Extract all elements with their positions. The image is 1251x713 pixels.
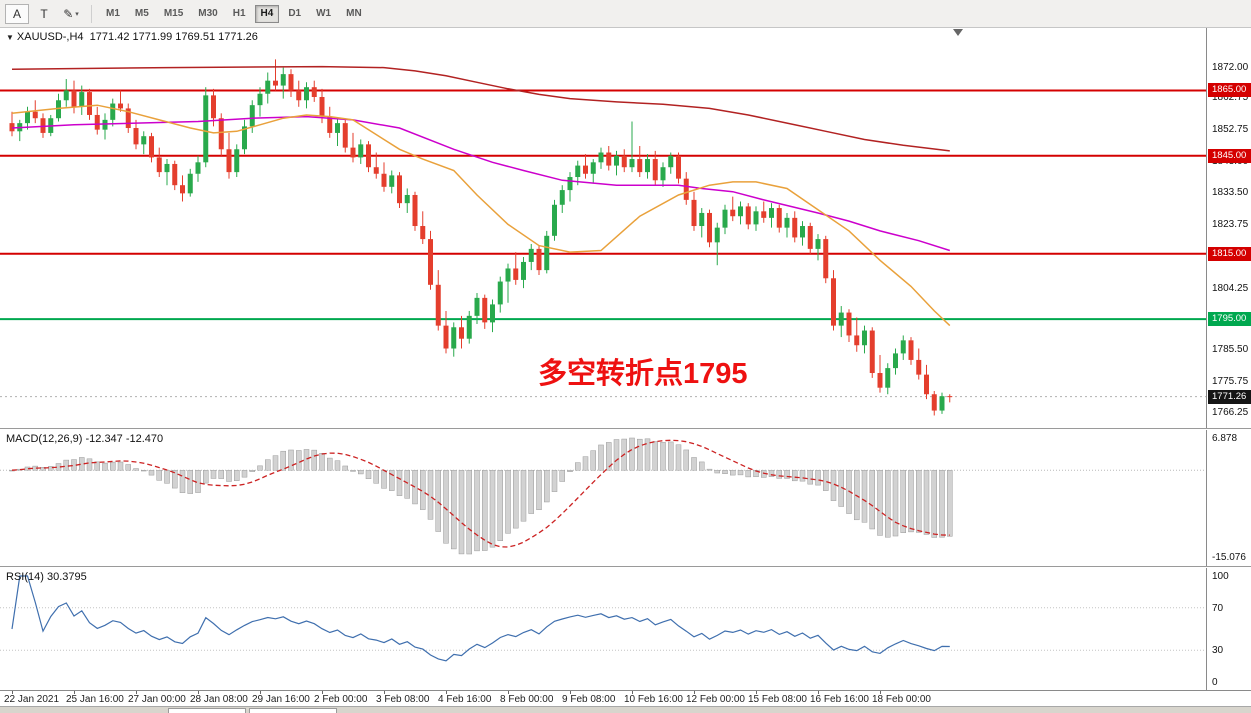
current-price-badge: 1771.26 bbox=[1208, 389, 1251, 404]
rsi-axis[interactable]: 100 70 30 0 bbox=[1206, 568, 1251, 690]
price-axis-tick: 1775.75 bbox=[1212, 375, 1249, 387]
time-axis-label: 22 Jan 2021 bbox=[4, 694, 60, 705]
chart-tab[interactable] bbox=[168, 708, 246, 713]
rsi-level-label: 30 bbox=[1212, 645, 1224, 657]
macd-scale-min: -15.076 bbox=[1212, 552, 1246, 563]
time-axis-tick bbox=[260, 691, 261, 694]
time-axis-tick bbox=[446, 691, 447, 694]
time-axis-label: 18 Feb 00:00 bbox=[872, 694, 931, 705]
timeframe-button-d1[interactable]: D1 bbox=[288, 8, 302, 19]
time-axis-tick bbox=[880, 691, 881, 694]
macd-axis[interactable]: 6.878 -15.076 bbox=[1206, 430, 1251, 566]
time-axis-label: 28 Jan 08:00 bbox=[190, 694, 248, 705]
cursor-icon: A bbox=[12, 6, 21, 21]
draw-tool-button[interactable]: ✎ ▾ bbox=[59, 4, 83, 24]
chart-title-symbol: XAUUSD-,H4 bbox=[16, 31, 84, 43]
timeframe-button-m15[interactable]: M15 bbox=[163, 8, 184, 19]
time-axis-label: 29 Jan 16:00 bbox=[252, 694, 310, 705]
timeframe-button-m5[interactable]: M5 bbox=[134, 8, 149, 19]
timeframe-button-mn[interactable]: MN bbox=[346, 8, 362, 19]
rsi-canvas[interactable] bbox=[0, 568, 1206, 690]
price-level-badge: 1865.00 bbox=[1208, 83, 1251, 98]
price-axis-tick: 1823.75 bbox=[1212, 219, 1249, 231]
time-axis-tick bbox=[508, 691, 509, 694]
time-axis-label: 25 Jan 16:00 bbox=[66, 694, 124, 705]
rsi-indicator-name: RSI(14) bbox=[6, 571, 44, 583]
timeframe-button-h4[interactable]: H4 bbox=[254, 4, 280, 23]
time-axis-tick bbox=[12, 691, 13, 694]
time-axis-tick bbox=[136, 691, 137, 694]
price-pane: 1872.001862.751852.751843.001833.501823.… bbox=[0, 28, 1251, 428]
timeframe-buttons-group: M1 M5 M15 M30 H1 H4 D1 W1 MN bbox=[100, 4, 368, 23]
symbol-dropdown-icon[interactable]: ▼ bbox=[6, 33, 14, 42]
timeframe-button-w1[interactable]: W1 bbox=[316, 8, 332, 19]
text-tool-button[interactable]: T bbox=[32, 4, 56, 24]
price-axis-tick: 1872.00 bbox=[1212, 61, 1249, 73]
chart-title-ohlc: 1771.42 1771.99 1769.51 1771.26 bbox=[89, 31, 258, 43]
text-icon: T bbox=[40, 6, 48, 21]
time-axis-tick bbox=[756, 691, 757, 694]
time-axis-tick bbox=[384, 691, 385, 694]
draw-icon: ✎ bbox=[63, 6, 74, 21]
time-axis-tick bbox=[74, 691, 75, 694]
macd-indicator-name: MACD(12,26,9) bbox=[6, 433, 83, 445]
price-axis-tick: 1766.25 bbox=[1212, 407, 1249, 419]
cursor-tool-button[interactable]: A bbox=[5, 3, 29, 24]
price-level-badge: 1795.00 bbox=[1208, 312, 1251, 327]
rsi-pane: 100 70 30 0 RSI(14) 30.3795 bbox=[0, 568, 1251, 690]
time-axis-tick bbox=[818, 691, 819, 694]
price-axis-tick: 1804.25 bbox=[1212, 282, 1249, 294]
time-axis-label: 15 Feb 08:00 bbox=[748, 694, 807, 705]
macd-values: -12.347 -12.470 bbox=[85, 433, 164, 445]
time-axis-label: 16 Feb 16:00 bbox=[810, 694, 869, 705]
time-axis-tick bbox=[632, 691, 633, 694]
price-level-badge: 1845.00 bbox=[1208, 148, 1251, 163]
timeframe-button-m30[interactable]: M30 bbox=[198, 8, 218, 19]
time-axis[interactable]: 22 Jan 2021 25 Jan 16:00 27 Jan 00:00 28 Ja… bbox=[0, 690, 1251, 706]
time-axis-label: 12 Feb 00:00 bbox=[686, 694, 745, 705]
price-axis-tick: 1833.50 bbox=[1212, 187, 1249, 199]
chart-tabs-strip bbox=[0, 706, 1251, 713]
chart-shift-marker-icon bbox=[953, 29, 963, 36]
price-axis-tick: 1785.50 bbox=[1212, 344, 1249, 356]
time-axis-label: 8 Feb 00:00 bbox=[500, 694, 554, 705]
dropdown-caret-icon: ▾ bbox=[75, 10, 79, 18]
price-axis-tick: 1852.75 bbox=[1212, 124, 1249, 136]
time-axis-tick bbox=[694, 691, 695, 694]
time-axis-tick bbox=[322, 691, 323, 694]
price-axis[interactable]: 1872.001862.751852.751843.001833.501823.… bbox=[1206, 28, 1251, 428]
time-axis-label: 9 Feb 08:00 bbox=[562, 694, 616, 705]
time-axis-tick bbox=[570, 691, 571, 694]
rsi-level-label: 100 bbox=[1212, 571, 1229, 582]
macd-scale-max: 6.878 bbox=[1212, 433, 1238, 444]
toolbar-separator bbox=[91, 4, 92, 23]
time-axis-label: 3 Feb 08:00 bbox=[376, 694, 430, 705]
pane-separator[interactable] bbox=[0, 566, 1251, 568]
time-axis-label: 27 Jan 00:00 bbox=[128, 694, 186, 705]
price-chart-canvas[interactable] bbox=[0, 28, 1206, 428]
price-level-badge: 1815.00 bbox=[1208, 246, 1251, 261]
timeframe-button-h1[interactable]: H1 bbox=[232, 8, 246, 19]
chart-annotation[interactable]: 多空转折点1795 bbox=[538, 358, 748, 390]
time-axis-label: 2 Feb 00:00 bbox=[314, 694, 368, 705]
toolbar-tools-group: A T ✎ ▾ bbox=[5, 3, 83, 24]
chart-tab[interactable] bbox=[249, 708, 337, 713]
toolbar: A T ✎ ▾ M1 M5 M15 M30 H1 H4 D1 W1 MN bbox=[0, 0, 1251, 28]
time-axis-label: 10 Feb 16:00 bbox=[624, 694, 683, 705]
macd-canvas[interactable] bbox=[0, 430, 1206, 566]
macd-label: MACD(12,26,9) -12.347 -12.470 bbox=[6, 433, 163, 445]
pane-separator[interactable] bbox=[0, 428, 1251, 430]
rsi-level-label: 70 bbox=[1212, 602, 1224, 614]
chart-title: ▼ XAUUSD-,H4 1771.42 1771.99 1769.51 1771… bbox=[6, 31, 258, 43]
timeframe-button-m1[interactable]: M1 bbox=[106, 8, 120, 19]
rsi-label: RSI(14) 30.3795 bbox=[6, 571, 87, 583]
time-axis-label: 4 Feb 16:00 bbox=[438, 694, 492, 705]
macd-pane: 6.878 -15.076 MACD(12,26,9) -12.347 -12.4… bbox=[0, 430, 1251, 566]
rsi-level-label: 0 bbox=[1212, 677, 1218, 688]
time-axis-tick bbox=[198, 691, 199, 694]
rsi-value: 30.3795 bbox=[46, 571, 87, 583]
